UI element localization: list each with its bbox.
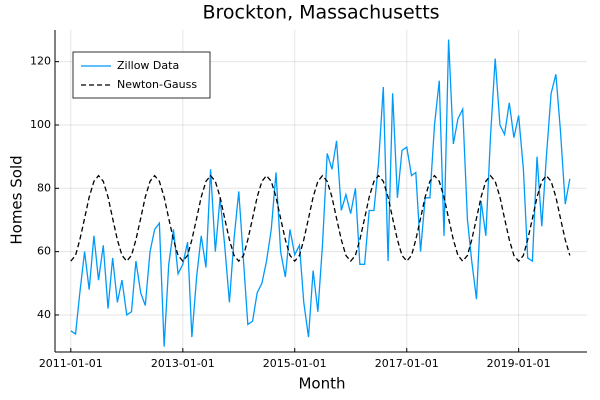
chart-title: Brockton, Massachusetts xyxy=(202,2,439,24)
data-line xyxy=(70,39,571,347)
x-tick-label: 2011-01-01 xyxy=(39,357,103,370)
legend-label: Zillow Data xyxy=(117,59,179,72)
x-tick-label: 2013-01-01 xyxy=(151,357,215,370)
data-line xyxy=(70,174,571,263)
y-tick-label: 40 xyxy=(37,308,51,321)
x-tick-label: 2019-01-01 xyxy=(487,357,551,370)
y-axis-label: Homes Sold xyxy=(8,155,26,244)
legend-label: Newton-Gauss xyxy=(117,78,197,91)
y-tick-label: 100 xyxy=(30,118,51,131)
y-tick-label: 80 xyxy=(37,181,51,194)
y-tick-label: 120 xyxy=(30,55,51,68)
legend-box xyxy=(72,51,211,99)
x-tick-label: 2015-01-01 xyxy=(263,357,327,370)
y-tick-label: 60 xyxy=(37,245,51,258)
x-tick-label: 2017-01-01 xyxy=(375,357,439,370)
x-axis-label: Month xyxy=(298,375,345,393)
